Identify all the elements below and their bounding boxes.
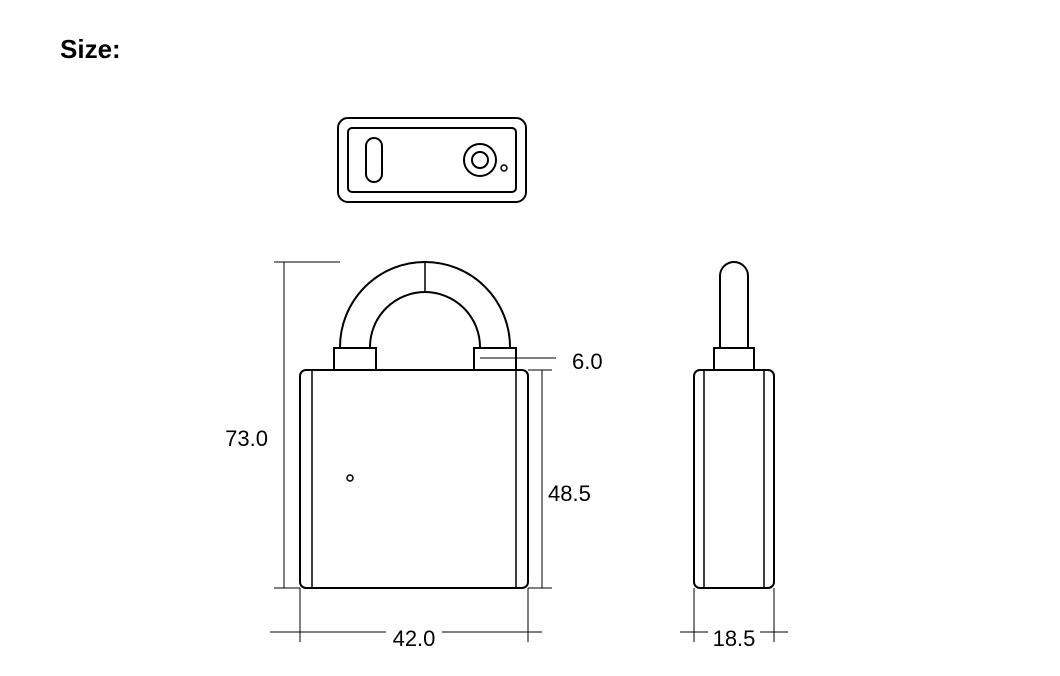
engineering-drawing: Size: 73.0 48.5 6.0 42.0 18.5 [0, 0, 1060, 671]
front-dot [347, 475, 353, 481]
dim-height-body: 48.5 [548, 481, 591, 506]
front-body [300, 370, 528, 588]
title: Size: [60, 34, 121, 64]
dim-side-width: 18.5 [713, 626, 756, 651]
collar-left [334, 348, 376, 370]
side-shackle [720, 262, 748, 348]
sensor-ring-inner [472, 152, 488, 168]
dim-height-total: 73.0 [225, 426, 268, 451]
side-collar [714, 348, 754, 370]
sensor-ring-outer [464, 144, 496, 176]
usb-slot-icon [366, 138, 382, 182]
side-view: 18.5 [680, 262, 788, 651]
collar-right [474, 348, 516, 370]
dim-width: 42.0 [393, 626, 436, 651]
dim-shackle-gap: 6.0 [572, 349, 603, 374]
side-body [694, 370, 774, 588]
indicator-dot [501, 165, 507, 171]
shackle-inner [370, 292, 480, 348]
top-view [338, 118, 526, 202]
front-view: 73.0 48.5 6.0 42.0 [225, 262, 602, 651]
